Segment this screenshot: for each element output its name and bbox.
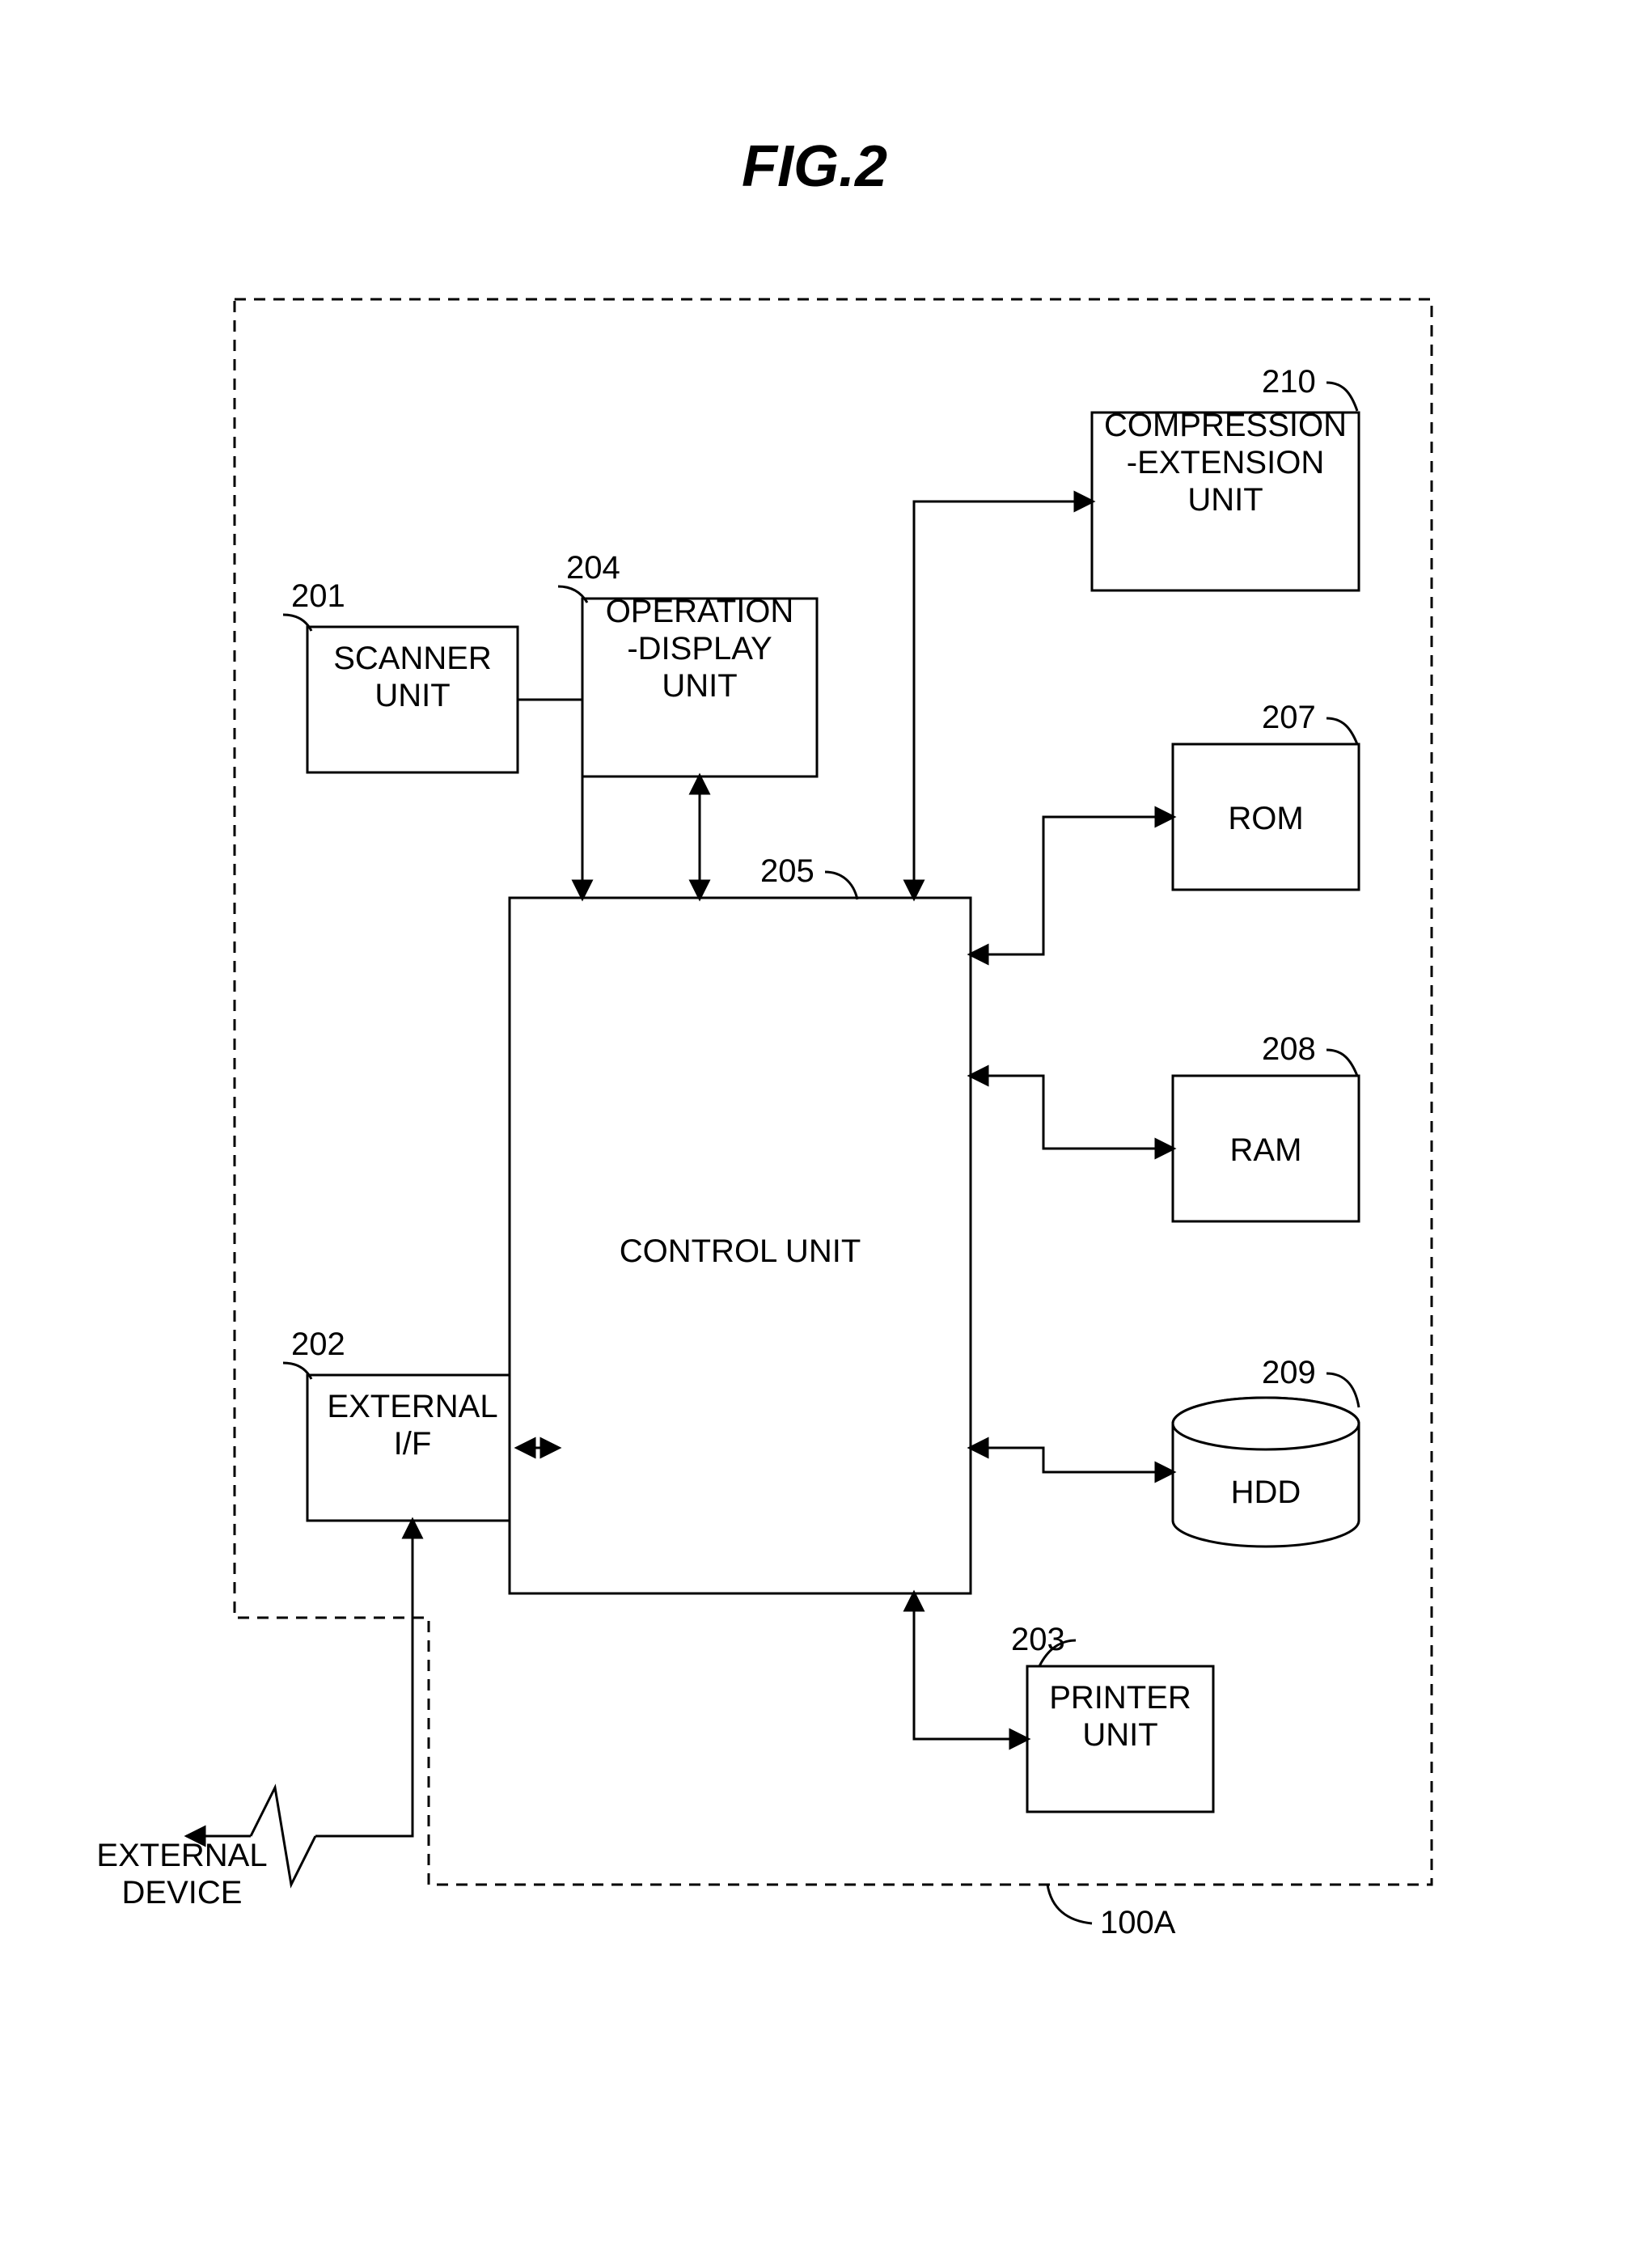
block-control-unit: CONTROL UNIT 205: [510, 853, 971, 1593]
rom-ref: 207: [1262, 700, 1316, 735]
system-ref: 100A: [1100, 1905, 1176, 1940]
scanner-ref: 201: [291, 578, 345, 614]
block-scanner: SCANNERUNIT 201: [283, 578, 518, 772]
conn-extdevice-extif: [186, 1521, 413, 1885]
conn-control-hdd: [971, 1448, 1173, 1472]
control-label: CONTROL UNIT: [620, 1233, 861, 1269]
block-printer: PRINTERUNIT 203: [1011, 1622, 1213, 1812]
rom-label: ROM: [1228, 801, 1303, 836]
control-ref: 205: [760, 853, 814, 889]
external-device-label: EXTERNALDEVICE: [96, 1838, 267, 1910]
block-compression-extension: COMPRESSION-EXTENSIONUNIT 210: [1092, 364, 1359, 590]
block-external-if: EXTERNALI/F 202: [283, 1327, 518, 1521]
block-diagram: FIG.2 100A SCANNERUNIT 201 EXTERNALI/F 2…: [0, 0, 1629, 2268]
hdd-label: HDD: [1231, 1475, 1301, 1510]
hdd-ref: 209: [1262, 1355, 1316, 1390]
conn-control-rom: [971, 817, 1173, 954]
printer-ref: 203: [1011, 1622, 1065, 1657]
conn-control-ram: [971, 1076, 1173, 1149]
ext-if-ref: 202: [291, 1327, 345, 1362]
ram-label: RAM: [1230, 1132, 1302, 1168]
block-ram: RAM 208: [1173, 1031, 1359, 1221]
conn-control-compext: [914, 501, 1092, 898]
figure-title: FIG.2: [742, 134, 887, 199]
block-hdd: HDD 209: [1173, 1355, 1359, 1547]
block-operation-display: OPERATION-DISPLAYUNIT 204: [558, 550, 817, 776]
conn-control-printer: [914, 1593, 1027, 1739]
conn-scanner-control: [518, 700, 582, 898]
ram-ref: 208: [1262, 1031, 1316, 1067]
block-rom: ROM 207: [1173, 700, 1359, 890]
op-disp-ref: 204: [566, 550, 620, 586]
comp-ext-ref: 210: [1262, 364, 1316, 400]
